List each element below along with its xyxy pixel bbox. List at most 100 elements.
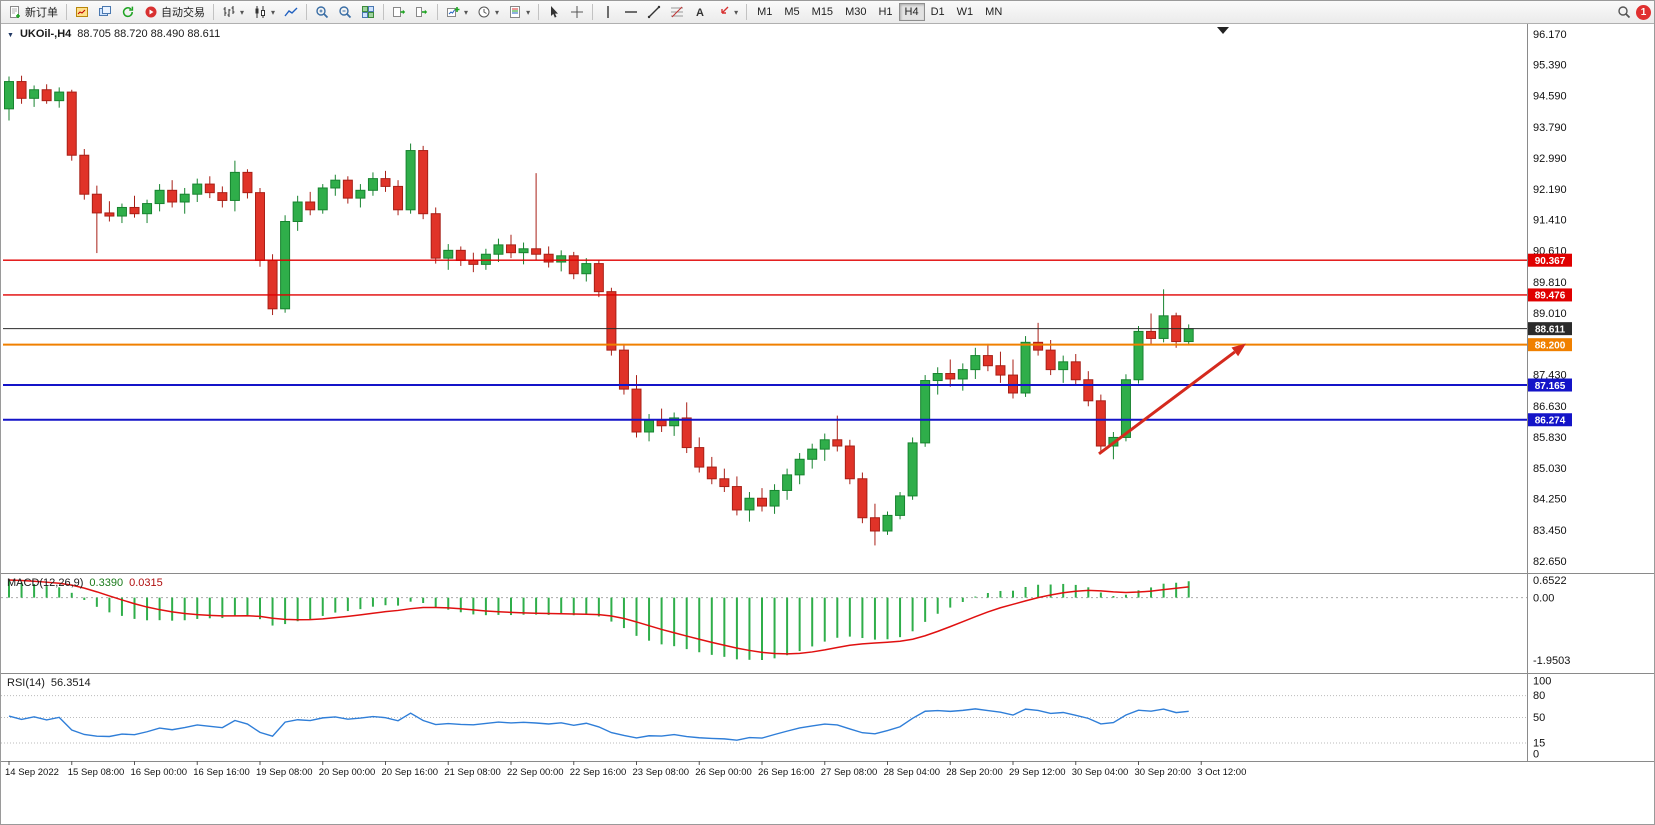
new-chart-icon: [447, 7, 460, 17]
svg-text:0.00: 0.00: [1533, 593, 1554, 605]
candle: [317, 187, 328, 211]
candle: [568, 255, 579, 275]
svg-text:15: 15: [1533, 738, 1545, 750]
crosshair-button[interactable]: [566, 2, 588, 22]
search-button[interactable]: [1613, 2, 1635, 22]
timeframe-h1-button[interactable]: H1: [872, 3, 898, 21]
candle: [280, 220, 291, 310]
arrows-tool-button[interactable]: [712, 2, 742, 22]
timeframe-mn-button[interactable]: MN: [979, 3, 1008, 21]
rsi-panel-layer: [1, 695, 1527, 744]
svg-text:3 Oct 12:00: 3 Oct 12:00: [1197, 767, 1246, 778]
svg-text:19 Sep 08:00: 19 Sep 08:00: [256, 767, 313, 778]
candle: [54, 91, 65, 102]
bar-chart-type-button[interactable]: [218, 2, 248, 22]
candle: [1058, 361, 1069, 371]
timeframe-m1-button[interactable]: M1: [751, 3, 778, 21]
crosshair-icon: [571, 6, 584, 18]
autotrade-label: 自动交易: [161, 7, 205, 19]
tile-windows-icon: [362, 6, 375, 18]
line-chart-type-button[interactable]: [280, 2, 302, 22]
separator: [383, 4, 385, 20]
price-badge-88.611: [1528, 322, 1572, 336]
candle: [731, 486, 742, 511]
svg-text:20 Sep 16:00: 20 Sep 16:00: [382, 767, 439, 778]
chart-shift-button[interactable]: [411, 2, 433, 22]
candle: [1146, 330, 1157, 339]
template-button[interactable]: [504, 2, 534, 22]
candle: [631, 388, 642, 433]
period-button[interactable]: [473, 2, 503, 22]
trendline-icon: [647, 5, 661, 19]
svg-text:94.590: 94.590: [1533, 91, 1567, 103]
candle: [606, 291, 617, 351]
dropdown-caret: [525, 6, 530, 18]
macd-signal-value: 0.0315: [129, 577, 163, 589]
zoom-out-button[interactable]: [334, 2, 356, 22]
candle: [744, 497, 755, 511]
candle: [41, 89, 52, 102]
separator: [213, 4, 214, 20]
dropdown-caret: [239, 6, 244, 18]
auto-scroll-button[interactable]: [388, 2, 410, 22]
profiles-button[interactable]: [94, 2, 116, 22]
collapse-triangle-icon: [7, 28, 14, 40]
candlestick-chart-type-icon: [255, 6, 266, 18]
dropdown-caret: [494, 6, 499, 18]
timeframe-h4-button[interactable]: H4: [898, 3, 925, 21]
macd-signal-line: [8, 579, 1189, 655]
vertical-line-tool-button[interactable]: [597, 2, 619, 22]
svg-text:22 Sep 16:00: 22 Sep 16:00: [570, 767, 627, 778]
candle: [844, 445, 855, 480]
new-chart-button[interactable]: [442, 2, 472, 22]
candle: [443, 249, 454, 259]
timeframe-w1-button[interactable]: W1: [951, 3, 980, 21]
price-axis[interactable]: [1528, 24, 1655, 761]
candle: [29, 89, 40, 99]
trendline-tool-button[interactable]: [643, 2, 665, 22]
svg-text:86.630: 86.630: [1533, 401, 1567, 413]
horizontal-line-tool-button[interactable]: [620, 2, 642, 22]
refresh-button[interactable]: [117, 2, 139, 22]
tile-windows-button[interactable]: [357, 2, 379, 22]
notification-badge[interactable]: 1: [1636, 4, 1651, 20]
candle: [292, 201, 303, 222]
candlestick-chart-type-button[interactable]: [249, 2, 279, 22]
timeframe-m5-button[interactable]: M5: [778, 3, 805, 21]
dropdown-caret: [270, 6, 275, 18]
price-badge-88.200: [1528, 338, 1572, 352]
charts-window-button[interactable]: [71, 2, 93, 22]
candle: [1033, 341, 1044, 351]
price-badge-89.476: [1528, 288, 1572, 302]
candle: [154, 189, 165, 205]
shift-marker-icon[interactable]: [1217, 27, 1229, 34]
candle: [656, 419, 667, 427]
trend-arrow[interactable]: [1098, 350, 1236, 456]
zoom-in-button[interactable]: [311, 2, 333, 22]
svg-text:89.010: 89.010: [1533, 308, 1567, 320]
new-order-icon: [10, 6, 20, 18]
svg-text:87.165: 87.165: [1535, 381, 1566, 392]
timeframe-d1-button[interactable]: D1: [925, 3, 951, 21]
candle: [556, 255, 567, 263]
ohlc-values: 88.705 88.720 88.490 88.611: [77, 28, 221, 40]
svg-text:50: 50: [1533, 712, 1545, 724]
fibonacci-tool-button[interactable]: [666, 2, 688, 22]
candle: [1070, 361, 1081, 381]
candle: [832, 439, 843, 447]
timeframe-m30-button[interactable]: M30: [839, 3, 872, 21]
new-order-button[interactable]: 新订单: [4, 2, 62, 22]
candle: [932, 373, 943, 382]
price-badge-90.367: [1528, 253, 1572, 267]
autotrade-button[interactable]: 自动交易: [140, 2, 209, 22]
candle: [380, 178, 391, 187]
text-tool-button[interactable]: A: [689, 2, 711, 22]
candle: [807, 448, 818, 460]
candle: [355, 189, 366, 199]
svg-text:A: A: [696, 7, 704, 19]
candle: [1083, 379, 1094, 402]
cursor-button[interactable]: [543, 2, 565, 22]
timeframe-m15-button[interactable]: M15: [806, 3, 839, 21]
